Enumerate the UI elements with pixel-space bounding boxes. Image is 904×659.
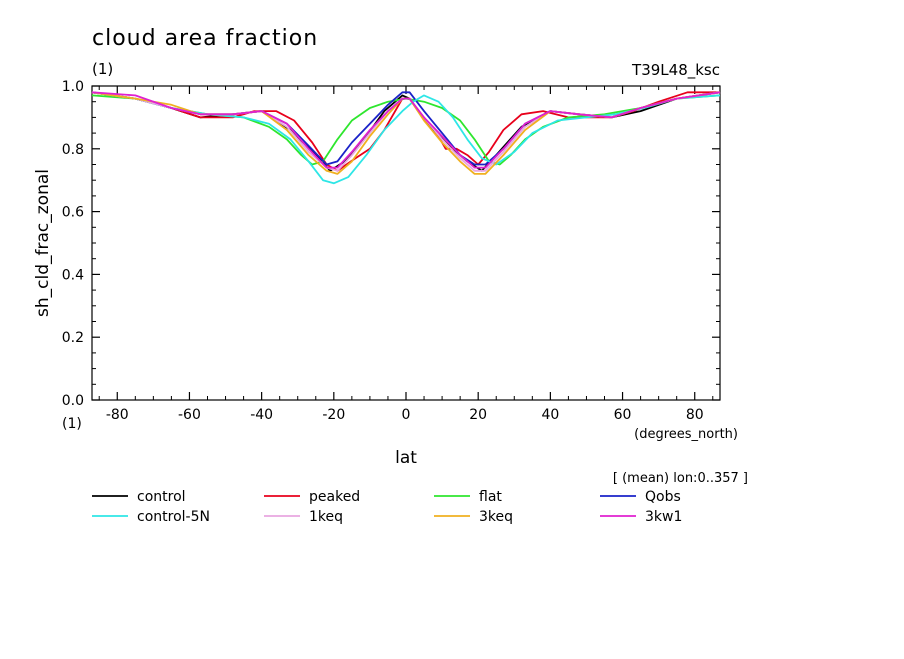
x-tick-label: -20 <box>322 407 345 423</box>
y-tick-label: 0.8 <box>62 142 84 158</box>
x-tick-label: 80 <box>686 407 704 423</box>
x-tick-label: 20 <box>469 407 487 423</box>
y-tick-label: 0.6 <box>62 205 84 221</box>
x-tick-label: 60 <box>614 407 632 423</box>
series-line-qobs <box>91 91 721 166</box>
x-axis-label: lat <box>395 448 417 468</box>
series-line-1keq <box>91 91 721 172</box>
title-units: (1) <box>92 60 113 78</box>
x-axis-units: (degrees_north) <box>634 427 738 442</box>
legend-label-control-5n: control-5N <box>137 509 210 525</box>
chart-subtitle: [ (mean) lon:0..357 ] <box>613 471 748 486</box>
x-tick-label: 40 <box>541 407 559 423</box>
legend-label-flat: flat <box>479 489 502 505</box>
x-tick-label: -60 <box>178 407 201 423</box>
plot-frame <box>91 85 721 401</box>
series-line-3keq <box>91 91 721 175</box>
y-tick-label: 0.2 <box>62 330 84 346</box>
series-line-flat <box>91 94 721 166</box>
y-axis-units: (1) <box>62 416 82 432</box>
y-tick-label: 1.0 <box>62 79 84 95</box>
legend-label-control: control <box>137 489 186 505</box>
chart-title: cloud area fraction <box>92 26 318 51</box>
run-label: T39L48_ksc <box>631 61 720 80</box>
x-tick-label: 0 <box>402 407 411 423</box>
series-line-control <box>91 91 721 172</box>
legend-label-qobs: Qobs <box>645 489 681 505</box>
legend-label-3kw1: 3kw1 <box>645 509 682 525</box>
y-axis-label: sh_cld_frac_zonal <box>33 169 53 317</box>
y-tick-label: 0.0 <box>62 393 84 409</box>
legend-label-3keq: 3keq <box>479 509 513 525</box>
legend-label-1keq: 1keq <box>309 509 343 525</box>
legend-label-peaked: peaked <box>309 489 360 505</box>
x-tick-label: -40 <box>250 407 273 423</box>
series-line-control-5n <box>91 91 721 185</box>
y-tick-label: 0.4 <box>62 267 84 283</box>
series-line-peaked <box>91 91 720 172</box>
series-line-3kw1 <box>91 91 721 169</box>
x-tick-label: -80 <box>106 407 129 423</box>
